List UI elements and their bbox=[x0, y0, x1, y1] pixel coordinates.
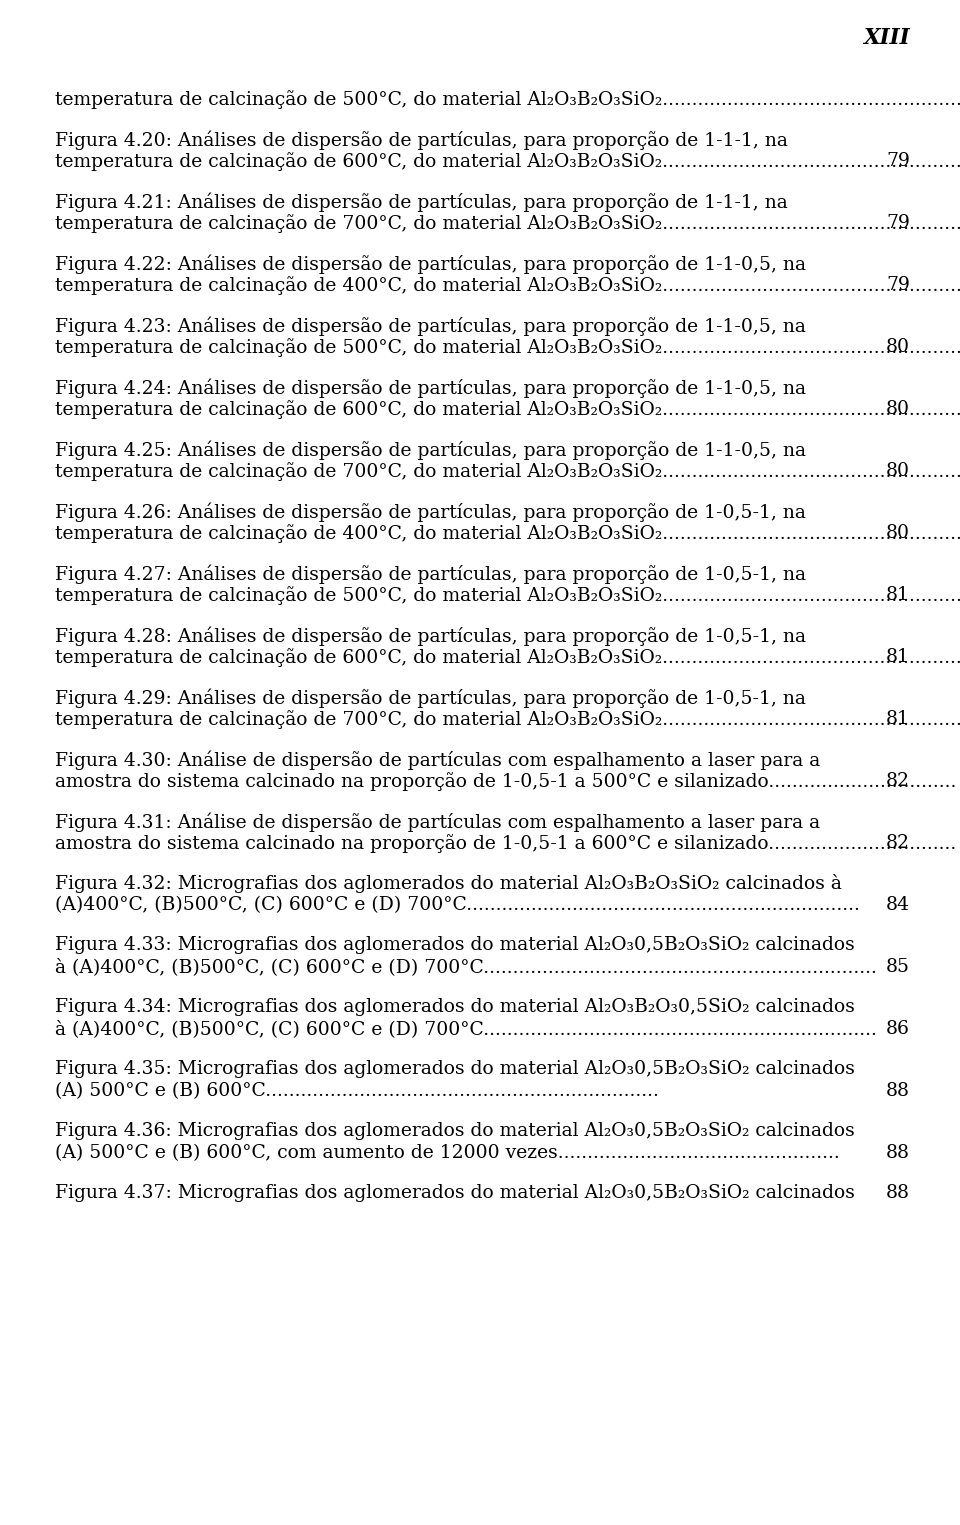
Text: 80: 80 bbox=[886, 462, 910, 480]
Text: Figura 4.25: Análises de dispersão de partículas, para proporção de 1-1-0,5, na: Figura 4.25: Análises de dispersão de pa… bbox=[55, 441, 806, 459]
Text: amostra do sistema calcinado na proporção de 1-0,5-1 a 500°C e silanizado.......: amostra do sistema calcinado na proporçã… bbox=[55, 772, 956, 791]
Text: 88: 88 bbox=[886, 1083, 910, 1100]
Text: temperatura de calcinação de 600°C, do material Al₂O₃B₂O₃SiO₂...................: temperatura de calcinação de 600°C, do m… bbox=[55, 648, 960, 666]
Text: 82: 82 bbox=[886, 834, 910, 852]
Text: à (A)400°C, (B)500°C, (C) 600°C e (D) 700°C.....................................: à (A)400°C, (B)500°C, (C) 600°C e (D) 70… bbox=[55, 958, 876, 976]
Text: Figura 4.36: Micrografias dos aglomerados do material Al₂O₃0,5B₂O₃SiO₂ calcinado: Figura 4.36: Micrografias dos aglomerado… bbox=[55, 1122, 854, 1141]
Text: Figura 4.23: Análises de dispersão de partículas, para proporção de 1-1-0,5, na: Figura 4.23: Análises de dispersão de pa… bbox=[55, 316, 805, 336]
Text: temperatura de calcinação de 600°C, do material Al₂O₃B₂O₃SiO₂...................: temperatura de calcinação de 600°C, do m… bbox=[55, 400, 960, 419]
Text: Figura 4.37: Micrografias dos aglomerados do material Al₂O₃0,5B₂O₃SiO₂ calcinado: Figura 4.37: Micrografias dos aglomerado… bbox=[55, 1183, 854, 1202]
Text: 80: 80 bbox=[886, 339, 910, 355]
Text: 88: 88 bbox=[886, 1144, 910, 1162]
Text: à (A)400°C, (B)500°C, (C) 600°C e (D) 700°C.....................................: à (A)400°C, (B)500°C, (C) 600°C e (D) 70… bbox=[55, 1020, 876, 1039]
Text: Figura 4.32: Micrografias dos aglomerados do material Al₂O₃B₂O₃SiO₂ calcinados à: Figura 4.32: Micrografias dos aglomerado… bbox=[55, 874, 842, 894]
Text: 81: 81 bbox=[886, 586, 910, 604]
Text: 88: 88 bbox=[886, 1183, 910, 1202]
Text: 81: 81 bbox=[886, 711, 910, 727]
Text: Figura 4.35: Micrografias dos aglomerados do material Al₂O₃0,5B₂O₃SiO₂ calcinado: Figura 4.35: Micrografias dos aglomerado… bbox=[55, 1060, 854, 1078]
Text: temperatura de calcinação de 600°C, do material Al₂O₃B₂O₃SiO₂...................: temperatura de calcinação de 600°C, do m… bbox=[55, 152, 960, 171]
Text: 85: 85 bbox=[886, 958, 910, 976]
Text: Figura 4.34: Micrografias dos aglomerados do material Al₂O₃B₂O₃0,5SiO₂ calcinado: Figura 4.34: Micrografias dos aglomerado… bbox=[55, 997, 854, 1016]
Text: Figura 4.26: Análises de dispersão de partículas, para proporção de 1-0,5-1, na: Figura 4.26: Análises de dispersão de pa… bbox=[55, 502, 805, 522]
Text: Figura 4.33: Micrografias dos aglomerados do material Al₂O₃0,5B₂O₃SiO₂ calcinado: Figura 4.33: Micrografias dos aglomerado… bbox=[55, 936, 854, 955]
Text: (A) 500°C e (B) 600°C, com aumento de 12000 vezes...............................: (A) 500°C e (B) 600°C, com aumento de 12… bbox=[55, 1144, 840, 1162]
Text: Figura 4.20: Análises de dispersão de partículas, para proporção de 1-1-1, na: Figura 4.20: Análises de dispersão de pa… bbox=[55, 130, 788, 149]
Text: Figura 4.30: Análise de dispersão de partículas com espalhamento a laser para a: Figura 4.30: Análise de dispersão de par… bbox=[55, 750, 820, 770]
Text: XIII: XIII bbox=[863, 27, 910, 49]
Text: temperatura de calcinação de 400°C, do material Al₂O₃B₂O₃SiO₂...................: temperatura de calcinação de 400°C, do m… bbox=[55, 276, 960, 294]
Text: Figura 4.21: Análises de dispersão de partículas, para proporção de 1-1-1, na: Figura 4.21: Análises de dispersão de pa… bbox=[55, 192, 788, 212]
Text: 79: 79 bbox=[886, 152, 910, 169]
Text: 80: 80 bbox=[886, 525, 910, 541]
Text: (A) 500°C e (B) 600°C...........................................................: (A) 500°C e (B) 600°C...................… bbox=[55, 1083, 659, 1100]
Text: temperatura de calcinação de 500°C, do material Al₂O₃B₂O₃SiO₂...................: temperatura de calcinação de 500°C, do m… bbox=[55, 586, 960, 605]
Text: 79: 79 bbox=[886, 214, 910, 232]
Text: Figura 4.28: Análises de dispersão de partículas, para proporção de 1-0,5-1, na: Figura 4.28: Análises de dispersão de pa… bbox=[55, 625, 806, 645]
Text: Figura 4.27: Análises de dispersão de partículas, para proporção de 1-0,5-1, na: Figura 4.27: Análises de dispersão de pa… bbox=[55, 564, 806, 584]
Text: Figura 4.22: Análises de dispersão de partículas, para proporção de 1-1-0,5, na: Figura 4.22: Análises de dispersão de pa… bbox=[55, 255, 806, 273]
Text: amostra do sistema calcinado na proporção de 1-0,5-1 a 600°C e silanizado.......: amostra do sistema calcinado na proporçã… bbox=[55, 834, 956, 852]
Text: (A)400°C, (B)500°C, (C) 600°C e (D) 700°C.......................................: (A)400°C, (B)500°C, (C) 600°C e (D) 700°… bbox=[55, 897, 860, 913]
Text: temperatura de calcinação de 400°C, do material Al₂O₃B₂O₃SiO₂...................: temperatura de calcinação de 400°C, do m… bbox=[55, 525, 960, 543]
Text: temperatura de calcinação de 700°C, do material Al₂O₃B₂O₃SiO₂...................: temperatura de calcinação de 700°C, do m… bbox=[55, 214, 960, 233]
Text: Figura 4.31: Análise de dispersão de partículas com espalhamento a laser para a: Figura 4.31: Análise de dispersão de par… bbox=[55, 811, 820, 831]
Text: 81: 81 bbox=[886, 648, 910, 666]
Text: temperatura de calcinação de 700°C, do material Al₂O₃B₂O₃SiO₂...................: temperatura de calcinação de 700°C, do m… bbox=[55, 462, 960, 480]
Text: 86: 86 bbox=[886, 1020, 910, 1039]
Text: Figura 4.24: Análises de dispersão de partículas, para proporção de 1-1-0,5, na: Figura 4.24: Análises de dispersão de pa… bbox=[55, 378, 806, 398]
Text: 80: 80 bbox=[886, 400, 910, 418]
Text: temperatura de calcinação de 700°C, do material Al₂O₃B₂O₃SiO₂...................: temperatura de calcinação de 700°C, do m… bbox=[55, 711, 960, 729]
Text: 84: 84 bbox=[886, 897, 910, 913]
Text: temperatura de calcinação de 500°C, do material Al₂O₃B₂O₃SiO₂...................: temperatura de calcinação de 500°C, do m… bbox=[55, 339, 960, 357]
Text: Figura 4.29: Análises de dispersão de partículas, para proporção de 1-0,5-1, na: Figura 4.29: Análises de dispersão de pa… bbox=[55, 688, 805, 708]
Text: temperatura de calcinação de 500°C, do material Al₂O₃B₂O₃SiO₂...................: temperatura de calcinação de 500°C, do m… bbox=[55, 90, 960, 108]
Text: 82: 82 bbox=[886, 772, 910, 790]
Text: 79: 79 bbox=[886, 276, 910, 294]
